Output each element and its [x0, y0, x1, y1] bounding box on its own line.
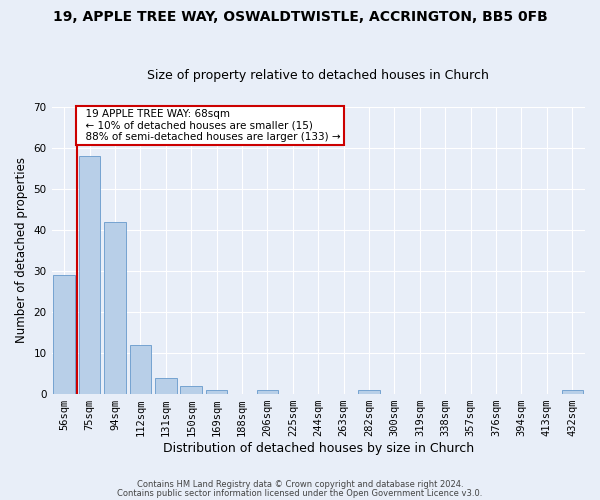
- X-axis label: Distribution of detached houses by size in Church: Distribution of detached houses by size …: [163, 442, 474, 455]
- Bar: [358, 390, 380, 394]
- Bar: [181, 386, 202, 394]
- Bar: [104, 222, 126, 394]
- Bar: [562, 390, 583, 394]
- Text: Contains public sector information licensed under the Open Government Licence v3: Contains public sector information licen…: [118, 488, 482, 498]
- Text: 19 APPLE TREE WAY: 68sqm
  ← 10% of detached houses are smaller (15)
  88% of se: 19 APPLE TREE WAY: 68sqm ← 10% of detach…: [79, 109, 341, 142]
- Bar: [206, 390, 227, 394]
- Bar: [130, 345, 151, 394]
- Bar: [79, 156, 100, 394]
- Bar: [155, 378, 176, 394]
- Y-axis label: Number of detached properties: Number of detached properties: [15, 158, 28, 344]
- Bar: [53, 275, 75, 394]
- Bar: [257, 390, 278, 394]
- Text: 19, APPLE TREE WAY, OSWALDTWISTLE, ACCRINGTON, BB5 0FB: 19, APPLE TREE WAY, OSWALDTWISTLE, ACCRI…: [53, 10, 547, 24]
- Title: Size of property relative to detached houses in Church: Size of property relative to detached ho…: [148, 69, 489, 82]
- Text: Contains HM Land Registry data © Crown copyright and database right 2024.: Contains HM Land Registry data © Crown c…: [137, 480, 463, 489]
